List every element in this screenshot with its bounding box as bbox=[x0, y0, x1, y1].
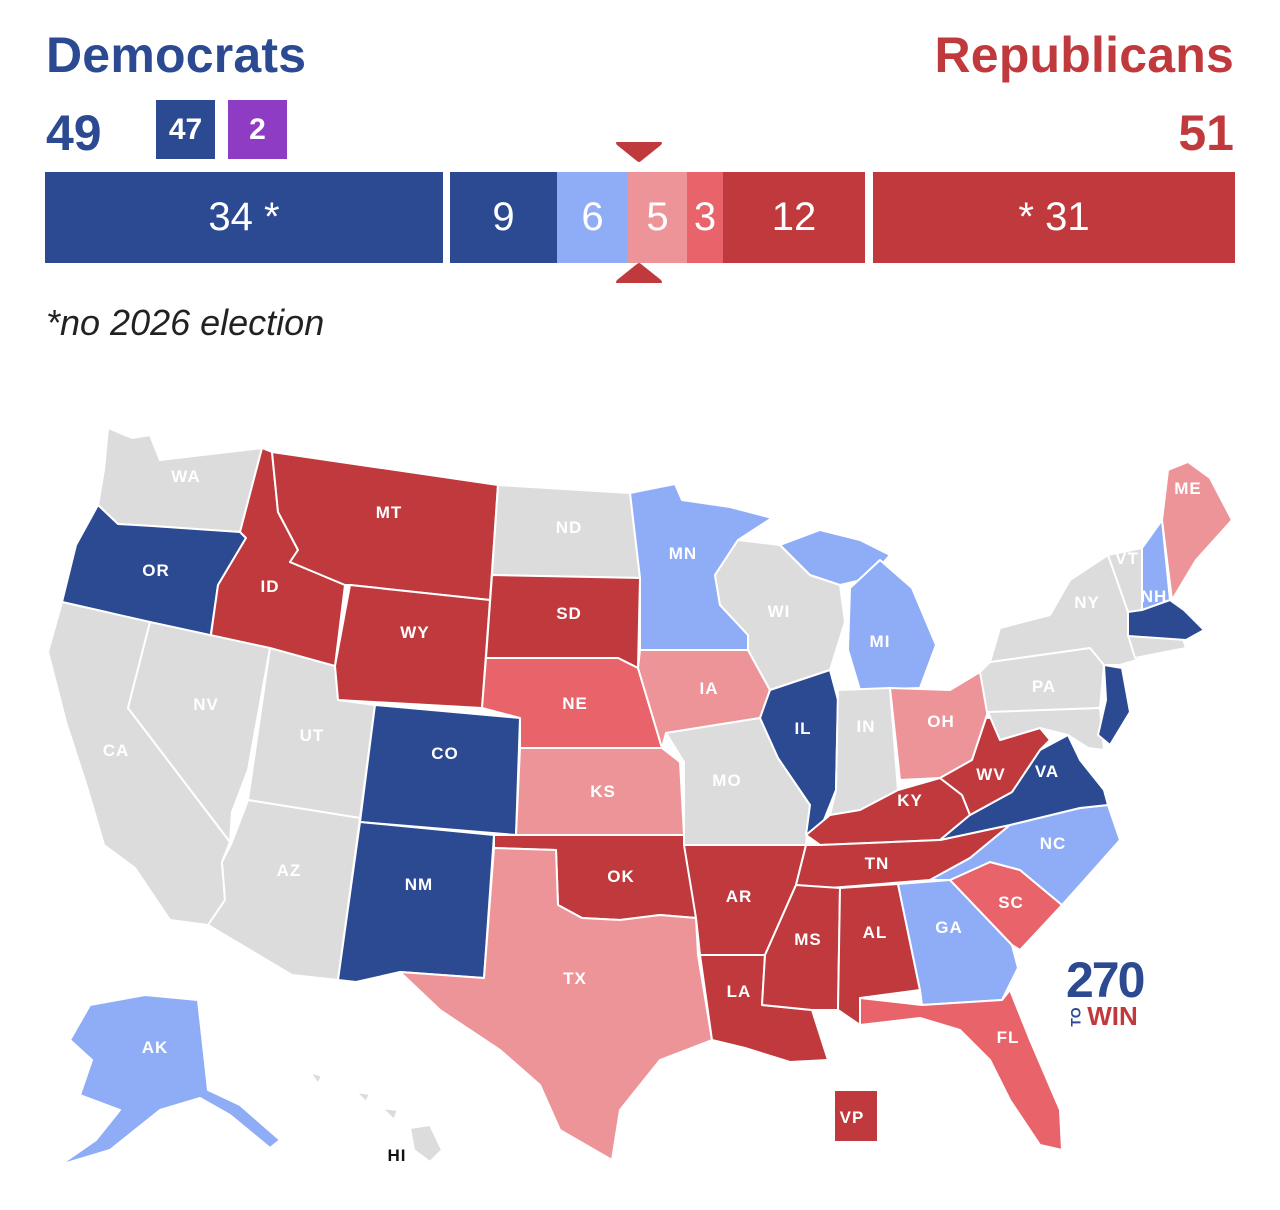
state-TX[interactable] bbox=[399, 847, 713, 1161]
dem-title: Democrats bbox=[46, 27, 307, 83]
state-WV[interactable] bbox=[939, 711, 1051, 816]
bar-seg-leans-dem[interactable]: 6 bbox=[557, 172, 628, 263]
senate-map: WA OR CA ID NV UT AZ MT WY CO NM ND SD N… bbox=[47, 427, 1233, 1166]
label-CA: CA bbox=[103, 741, 130, 760]
bar-seg-rep-noelection[interactable]: * 31 bbox=[873, 172, 1235, 263]
label-NM: NM bbox=[405, 875, 433, 894]
bar-seg-rep-safe[interactable]: 12 bbox=[723, 172, 865, 263]
label-VA: VA bbox=[1035, 762, 1059, 781]
label-HI: HI bbox=[388, 1146, 407, 1165]
label-IL: IL bbox=[794, 719, 811, 738]
label-MI: MI bbox=[870, 632, 891, 651]
label-WY: WY bbox=[400, 623, 429, 642]
label-MN: MN bbox=[669, 544, 697, 563]
label-CO: CO bbox=[431, 744, 459, 763]
state-MD[interactable] bbox=[987, 707, 1105, 751]
footnote: *no 2026 election bbox=[46, 302, 325, 343]
state-NC[interactable] bbox=[929, 804, 1121, 906]
label-IN: IN bbox=[857, 717, 876, 736]
majority-marker-top bbox=[616, 142, 662, 162]
dem-seats-chip[interactable]: 47 bbox=[156, 100, 215, 159]
label-NE: NE bbox=[562, 694, 588, 713]
label-KS: KS bbox=[590, 782, 616, 801]
label-ND: ND bbox=[556, 518, 583, 537]
label-SC: SC bbox=[998, 893, 1024, 912]
label-TN: TN bbox=[865, 854, 890, 873]
label-UT: UT bbox=[300, 726, 325, 745]
bar-seg-dem-noelection[interactable]: 34 * bbox=[45, 172, 443, 263]
label-ME: ME bbox=[1174, 479, 1202, 498]
label-KY: KY bbox=[897, 791, 923, 810]
label-AR: AR bbox=[726, 887, 753, 906]
label-MT: MT bbox=[376, 503, 403, 522]
label-OR: OR bbox=[142, 561, 170, 580]
state-NJ[interactable] bbox=[1097, 664, 1131, 746]
label-WI: WI bbox=[768, 602, 791, 621]
bar-seg-likely-rep[interactable]: 3 bbox=[687, 172, 723, 263]
majority-marker-bottom bbox=[616, 263, 662, 283]
label-TX: TX bbox=[563, 969, 587, 988]
label-OK: OK bbox=[607, 867, 635, 886]
label-VP: VP bbox=[840, 1108, 865, 1127]
label-VT: VT bbox=[1115, 549, 1139, 568]
logo-win: WIN bbox=[1087, 1001, 1138, 1031]
state-AK[interactable] bbox=[59, 994, 281, 1166]
label-AZ: AZ bbox=[277, 861, 302, 880]
label-IA: IA bbox=[700, 679, 719, 698]
label-ID: ID bbox=[261, 577, 280, 596]
state-WY[interactable] bbox=[334, 584, 491, 709]
label-PA: PA bbox=[1032, 677, 1056, 696]
state-MI[interactable] bbox=[847, 559, 937, 691]
rep-total: 51 bbox=[1178, 105, 1234, 161]
state-ME[interactable] bbox=[1161, 461, 1233, 601]
state-FL[interactable] bbox=[859, 989, 1063, 1151]
state-HI[interactable] bbox=[309, 1071, 443, 1163]
label-OH: OH bbox=[927, 712, 955, 731]
label-GA: GA bbox=[935, 918, 963, 937]
label-WV: WV bbox=[976, 765, 1005, 784]
270towin-logo[interactable]: 270 TO WIN bbox=[1066, 955, 1146, 1032]
label-NC: NC bbox=[1040, 834, 1067, 853]
logo-number: 270 bbox=[1066, 952, 1145, 1008]
label-WA: WA bbox=[171, 467, 200, 486]
label-AK: AK bbox=[142, 1038, 169, 1057]
state-MA[interactable] bbox=[1127, 599, 1205, 641]
label-AL: AL bbox=[863, 923, 888, 942]
rep-title: Republicans bbox=[934, 27, 1234, 83]
state-labels: WA OR CA ID NV UT AZ MT WY CO NM ND SD N… bbox=[103, 467, 1202, 1165]
label-LA: LA bbox=[727, 982, 752, 1001]
label-FL: FL bbox=[997, 1028, 1020, 1047]
bar-seg-leans-rep[interactable]: 5 bbox=[628, 172, 687, 263]
state-KS[interactable] bbox=[515, 747, 685, 836]
logo-to: TO bbox=[1067, 1006, 1084, 1027]
label-NH: NH bbox=[1141, 587, 1168, 606]
state-WI[interactable] bbox=[714, 539, 846, 691]
state-NM[interactable] bbox=[337, 821, 495, 983]
bar-seg-dem-safe[interactable]: 9 bbox=[450, 172, 557, 263]
label-NY: NY bbox=[1074, 593, 1100, 612]
state-CO[interactable] bbox=[359, 704, 521, 836]
label-MO: MO bbox=[712, 771, 741, 790]
label-NV: NV bbox=[193, 695, 219, 714]
independent-seats-chip[interactable]: 2 bbox=[228, 100, 287, 159]
label-MS: MS bbox=[794, 930, 822, 949]
dem-total: 49 bbox=[46, 105, 102, 161]
vp-box[interactable] bbox=[833, 1089, 879, 1143]
label-SD: SD bbox=[556, 604, 582, 623]
